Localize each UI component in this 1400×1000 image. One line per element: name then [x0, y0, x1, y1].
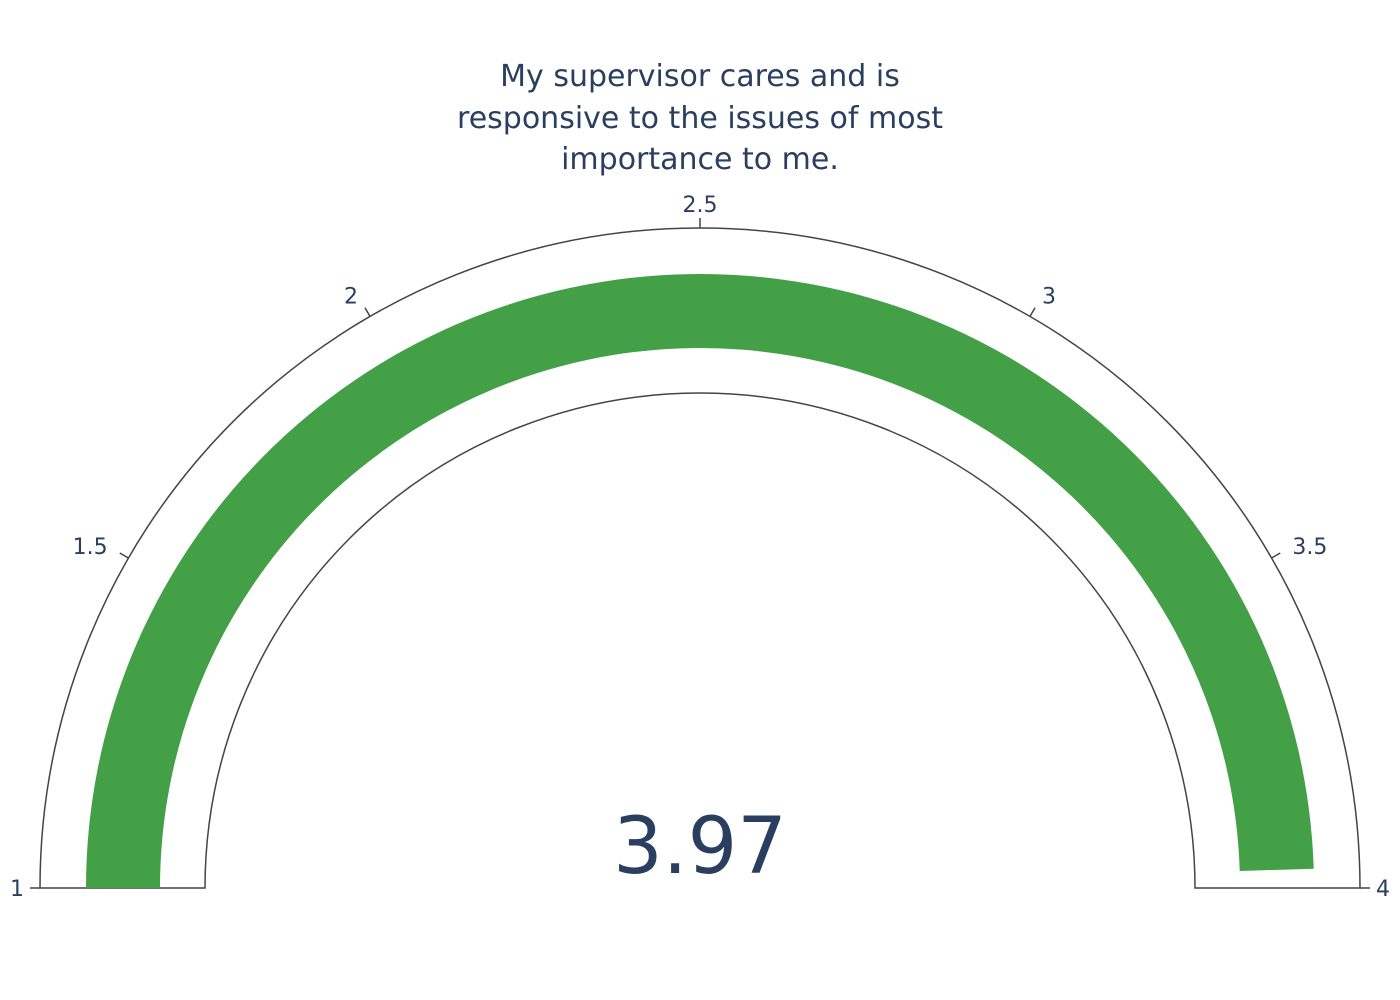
gauge-title-line-3: importance to me.	[561, 142, 839, 177]
gauge-tick-label: 1	[10, 877, 24, 902]
gauge-tick-mark	[119, 552, 129, 559]
gauge-tick-label: 4	[1376, 877, 1390, 902]
gauge-value-label: 3.97	[613, 802, 787, 892]
gauge-title: My supervisor cares and is responsive to…	[457, 59, 943, 177]
gauge-title-line-2: responsive to the issues of most	[457, 101, 943, 136]
gauge-tick-mark	[1271, 552, 1281, 559]
gauge-tick-label: 3	[1042, 285, 1056, 310]
gauge-title-line-1: My supervisor cares and is	[500, 59, 900, 94]
gauge-tick-mark	[1029, 307, 1036, 317]
gauge-tick-label: 1.5	[73, 535, 108, 560]
gauge-tick-label: 2	[344, 285, 358, 310]
gauge-outline	[39, 227, 1361, 889]
gauge-ticks: 1 1.5 2 2.5 3 3.5 4	[10, 193, 1390, 902]
gauge-tick-label: 3.5	[1292, 535, 1327, 560]
gauge-tick-label: 2.5	[683, 193, 718, 218]
gauge-value-bar	[86, 274, 1314, 888]
gauge-tick-mark	[364, 307, 371, 317]
